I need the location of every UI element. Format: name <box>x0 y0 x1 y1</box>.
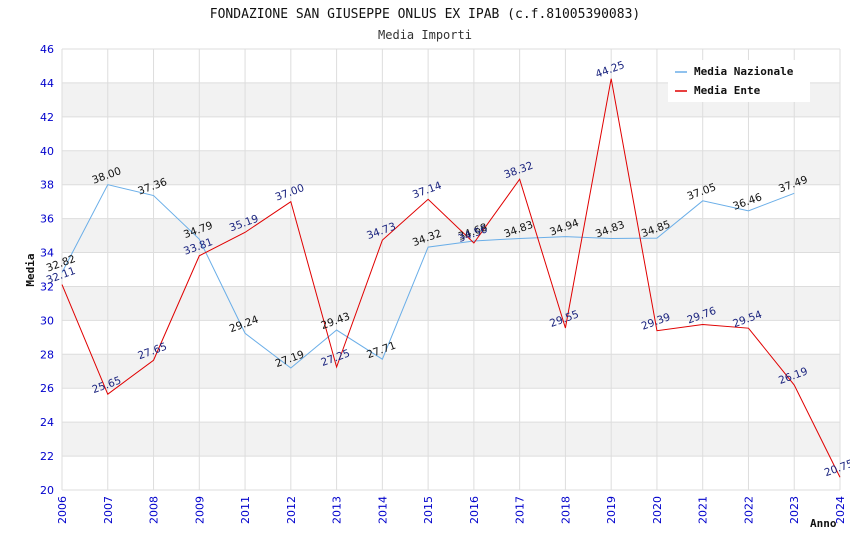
x-tick-label: 2011 <box>239 496 252 524</box>
x-tick-label: 2019 <box>605 496 618 524</box>
x-tick-label: 2007 <box>102 496 115 524</box>
x-tick-label: 2015 <box>422 496 435 524</box>
y-tick-label: 30 <box>40 314 54 327</box>
x-tick-label: 2020 <box>651 496 664 524</box>
data-label-media-nazionale: 36.46 <box>731 191 764 213</box>
grid-bands <box>62 82 840 457</box>
y-tick-label: 44 <box>40 77 54 90</box>
y-tick-label: 42 <box>40 111 54 124</box>
y-tick-label: 24 <box>40 416 54 429</box>
x-tick-label: 2017 <box>514 496 527 524</box>
y-tick-label: 26 <box>40 382 54 395</box>
x-tick-label: 2022 <box>742 496 755 524</box>
grid-band <box>62 286 840 321</box>
y-tick-label: 28 <box>40 348 54 361</box>
x-tick-label: 2021 <box>697 496 710 524</box>
data-label-media-ente: 20.75 <box>823 458 850 480</box>
series-lines <box>61 78 841 478</box>
legend-item-media-ente: Media Ente <box>694 84 761 97</box>
y-tick-label: 38 <box>40 179 54 192</box>
x-tick-label: 2014 <box>376 496 389 524</box>
x-axis-label: Anno <box>810 517 837 530</box>
y-axis-ticks: 20 22 24 26 28 30 32 34 36 38 40 42 44 46 <box>40 43 54 497</box>
legend-box <box>668 60 810 102</box>
y-axis-label: Media <box>24 253 37 286</box>
grid-lines <box>61 48 841 491</box>
y-tick-label: 40 <box>40 145 54 158</box>
chart-subtitle: Media Importi <box>378 28 472 42</box>
x-tick-label: 2008 <box>148 496 161 524</box>
chart-title: FONDAZIONE SAN GIUSEPPE ONLUS EX IPAB (c… <box>210 7 640 22</box>
y-tick-label: 20 <box>40 484 54 497</box>
y-tick-label: 32 <box>40 280 54 293</box>
y-tick-label: 36 <box>40 213 54 226</box>
x-tick-label: 2006 <box>56 496 69 524</box>
legend-item-media-nazionale: Media Nazionale <box>694 65 794 78</box>
grid-band <box>62 422 840 457</box>
x-tick-label: 2024 <box>834 496 847 524</box>
x-tick-label: 2016 <box>468 496 481 524</box>
x-tick-label: 2023 <box>788 496 801 524</box>
grid-band <box>62 354 840 389</box>
series-line-media-nazionale <box>61 184 795 369</box>
data-label-media-ente: 37.00 <box>274 182 306 204</box>
y-tick-label: 22 <box>40 450 54 463</box>
x-tick-label: 2012 <box>285 496 298 524</box>
data-label-media-ente: 44.25 <box>594 59 626 81</box>
x-tick-label: 2018 <box>559 496 572 524</box>
x-axis-ticks: 2006 2007 2008 2009 2011 2012 2013 2014 2015 2016… <box>56 496 847 524</box>
y-tick-label: 34 <box>40 247 54 260</box>
y-tick-label: 46 <box>40 43 54 56</box>
x-tick-label: 2013 <box>331 496 344 524</box>
x-tick-label: 2009 <box>193 496 206 524</box>
legend: Media Nazionale Media Ente <box>668 60 810 102</box>
series-line-media-ente <box>61 78 841 478</box>
grid-band <box>62 150 840 185</box>
data-labels: 32.8238.0037.3634.7929.2427.1929.4327.71… <box>45 59 850 479</box>
grid-band <box>62 218 840 253</box>
